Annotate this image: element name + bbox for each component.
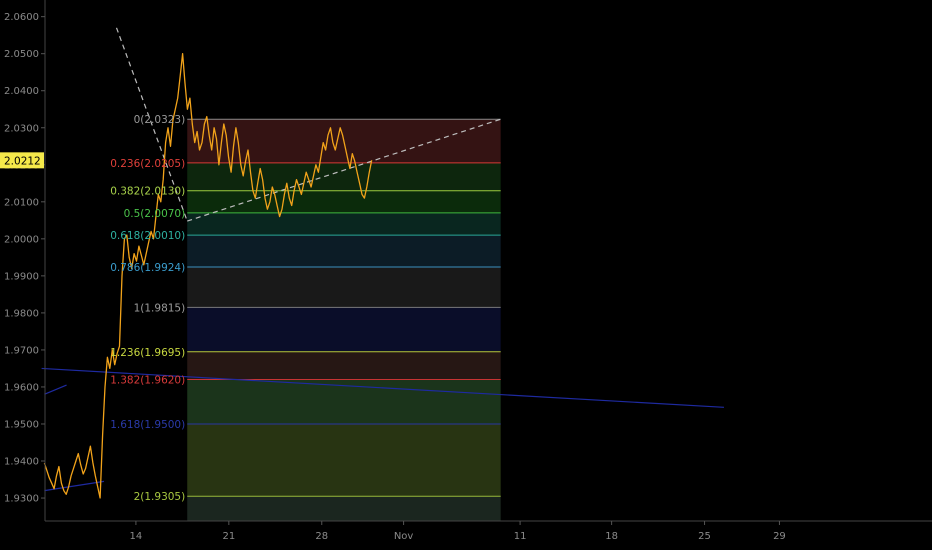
fib-zone-0.382 [187, 190, 501, 213]
time-tick-label: 14 [130, 531, 143, 542]
time-tick-label: 11 [514, 531, 527, 542]
fib-label-0.5: 0.5(2.0070) [124, 208, 186, 220]
time-tick-label: 25 [698, 531, 711, 542]
fib-zone-0.786 [187, 266, 501, 308]
price-series [43, 53, 373, 499]
fib-zone-0.236 [187, 162, 501, 191]
fib-level-lines[interactable] [187, 118, 501, 497]
time-tick-label: 28 [315, 531, 328, 542]
time-tick-label: 29 [773, 531, 786, 542]
fib-zone-1 [187, 307, 501, 352]
fib-label-1.236: 1.236(1.9695) [110, 347, 185, 359]
time-tick-label: Nov [394, 531, 414, 542]
current-price-tag: 2.0212 [0, 152, 44, 169]
price-line-path [43, 53, 373, 499]
fib-zone-1.236 [187, 351, 501, 380]
fib-zone-0.5 [187, 212, 501, 236]
time-axis[interactable]: 14 21 28 Nov 11 18 25 29 [45, 520, 932, 542]
fib-zone-fills [187, 119, 501, 521]
price-tick-label: 1.9500 [4, 419, 39, 430]
price-tick-label: 1.9300 [4, 494, 39, 505]
price-tick-label: 2.0100 [4, 197, 39, 208]
price-tick-label: 2.0300 [4, 123, 39, 134]
fib-label-1: 1(1.9815) [134, 302, 186, 314]
fib-level-labels: 0(2.0323) 0.236(2.0205) 0.382(2.0130) 0.5(2… [110, 114, 185, 503]
fib-zone-2 [187, 496, 501, 521]
fib-label-0.618: 0.618(2.0010) [110, 230, 185, 242]
price-tick-label: 1.9900 [4, 271, 39, 282]
current-price-box [0, 152, 44, 169]
current-price-label: 2.0212 [4, 155, 41, 167]
price-tick-label: 2.0400 [4, 86, 39, 97]
fib-zone-1.382 [187, 379, 501, 424]
fib-label-0: 0(2.0323) [134, 114, 186, 126]
price-tick-label: 1.9800 [4, 308, 39, 319]
fib-zone-1.618 [187, 423, 501, 497]
fib-label-1.618: 1.618(1.9500) [110, 419, 185, 431]
time-tick-label: 18 [605, 531, 618, 542]
fib-zone-0.618 [187, 235, 501, 267]
price-tick-label: 1.9600 [4, 382, 39, 393]
trendline-1 [41, 367, 724, 408]
price-tick-label: 2.0000 [4, 234, 39, 245]
price-tick-label: 1.9400 [4, 457, 39, 468]
trendline-5 [187, 118, 501, 222]
time-tick-label: 21 [222, 531, 235, 542]
fib-label-2: 2(1.9305) [134, 491, 186, 503]
price-tick-label: 2.0500 [4, 49, 39, 60]
price-tick-label: 2.0600 [4, 12, 39, 23]
fib-label-0.786: 0.786(1.9924) [110, 262, 185, 274]
price-tick-label: 1.9700 [4, 345, 39, 356]
trendline-4 [115, 27, 188, 222]
fib-label-0.382: 0.382(2.0130) [110, 186, 185, 198]
fib-label-0.236: 0.236(2.0205) [110, 158, 185, 170]
trendline-3 [44, 384, 67, 395]
trendlines[interactable] [41, 27, 724, 492]
fib-label-1.382: 1.382(1.9620) [110, 375, 185, 387]
